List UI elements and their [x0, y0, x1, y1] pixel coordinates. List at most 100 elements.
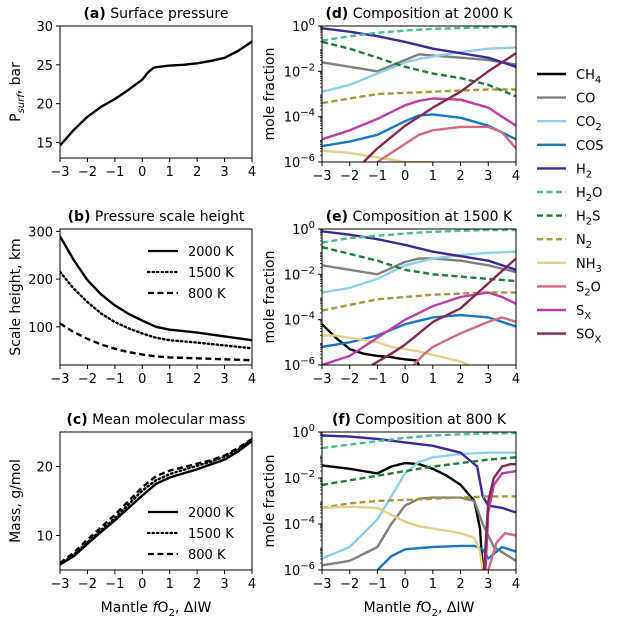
panel-title-text: Mean molecular mass: [88, 412, 246, 428]
panel-title: (b) Pressure scale height: [68, 209, 245, 225]
y-tick-label: 10−4: [284, 311, 315, 329]
panel-title-text: Composition at 800 K: [351, 412, 507, 428]
species-sub: 2: [586, 193, 592, 204]
y-tick-label: 10−6: [284, 561, 315, 579]
x-tick-label: 4: [512, 372, 520, 387]
series-group: [60, 437, 252, 566]
x-tick-label: 4: [248, 372, 256, 387]
series-line-e-sox: [371, 257, 516, 365]
y-tick-label: 20: [36, 461, 53, 476]
x-tick-label: −3: [50, 577, 69, 592]
y-tick-label: 10−6: [284, 356, 315, 374]
species-sub: X: [594, 335, 601, 346]
x-tick-label: −3: [50, 165, 69, 180]
series-line-e-s2o: [412, 316, 516, 365]
series-line-e-h2s: [322, 245, 516, 283]
x-tick-label: 1: [429, 372, 437, 387]
species-post: O: [591, 280, 601, 295]
series-line-f-h2s: [322, 456, 516, 487]
series-line-e-co2: [322, 250, 516, 294]
tick-exponent: −6: [300, 153, 315, 164]
species-legend-label: CO: [576, 92, 595, 107]
y-tick-label: 100: [28, 321, 53, 336]
x-tick-label: 3: [220, 165, 228, 180]
x-tick-label: 1: [166, 372, 174, 387]
x-tick-label: −2: [340, 577, 359, 592]
x-tick-label: 4: [512, 577, 520, 592]
xlabel-rest: , ΔIW: [175, 600, 212, 616]
species-legend-label: CH4: [576, 68, 601, 86]
panel-title: (d) Composition at 2000 K: [326, 6, 514, 22]
series-line-d-co: [322, 53, 516, 73]
series-group: [322, 26, 516, 162]
axes-frame: [321, 431, 517, 571]
series-line-d-sox: [362, 52, 516, 162]
x-tick-label: −2: [78, 165, 97, 180]
species-legend-label: NH3: [576, 257, 602, 275]
x-tick-label: 0: [401, 169, 409, 184]
series-line-d-s2o: [376, 125, 516, 162]
x-tick-label: 1: [166, 577, 174, 592]
x-tick-label: 3: [220, 577, 228, 592]
x-tick-label: 2: [193, 165, 201, 180]
y-axis-label: mole fraction: [262, 48, 278, 141]
panel-a: −3 −2 −1 0 1 2 3 4 15 20 25 30 (a) Surface pressure P…: [8, 6, 256, 180]
species-legend-label: SOX: [576, 328, 601, 346]
panel-f: −3 −2 −1 0 1 2 3 4 100 10−2 10−4 10−6 (f) Compositio…: [262, 412, 520, 619]
tick-exponent: −4: [300, 515, 315, 526]
species-legend-label: N2: [576, 233, 592, 251]
series-group: [60, 40, 252, 147]
series-group: [60, 235, 252, 362]
x-tick-label: −1: [105, 372, 124, 387]
tick-exponent: −2: [300, 265, 315, 276]
y-tick-label: 10−4: [284, 108, 315, 126]
y-tick-label: 25: [36, 59, 53, 74]
y-axis-label: mole fraction: [262, 455, 278, 548]
series-line-e-sx: [322, 291, 516, 365]
x-tick-label: 2: [456, 577, 464, 592]
x-tick-label: 3: [220, 372, 228, 387]
series-line-f-sox: [482, 463, 516, 570]
y-tick-label: 10−2: [284, 265, 315, 283]
y-tick-label: 10: [36, 530, 53, 545]
x-tick-label: 3: [484, 577, 492, 592]
tick-exponent: −2: [300, 469, 315, 480]
series-line-f-h2: [322, 434, 516, 514]
axes-frame: [59, 25, 253, 159]
series-line-e-h2: [322, 230, 516, 271]
y-tick-label: 10−6: [284, 153, 315, 171]
y-axis-label: Scale height, km: [8, 238, 24, 355]
y-tick-label: 200: [28, 273, 53, 288]
y-tick-label: 100: [292, 17, 315, 35]
series-line-d-n2: [322, 88, 516, 105]
species-legend-label: S2O: [576, 280, 601, 298]
axes-frame: [59, 228, 253, 366]
tick-exponent: −4: [300, 311, 315, 322]
xlabel-f: f: [416, 600, 423, 616]
xlabel-sub: 2: [432, 608, 438, 619]
tick-exponent: 0: [309, 423, 315, 434]
species-sub: 2: [586, 240, 592, 251]
panel-title: (e) Composition at 1500 K: [326, 209, 513, 225]
panel-title-tag: (b): [68, 209, 91, 225]
panel-e: −3 −2 −1 0 1 2 3 4 100 10−2 10−4 10−6 (e) Compositio…: [262, 209, 520, 387]
series-line-d-nh3: [322, 149, 433, 162]
series-line-f-cos: [376, 544, 516, 570]
tick-exponent: 0: [309, 17, 315, 28]
panel-title: (f) Composition at 800 K: [332, 412, 507, 428]
tick-exponent: −6: [300, 561, 315, 572]
x-tick-label: 4: [512, 169, 520, 184]
legend-label: 2000 K: [188, 506, 234, 521]
x-tick-label: −3: [50, 372, 69, 387]
series-line-c-800-k: [60, 437, 252, 565]
panel-title-tag: (a): [84, 6, 106, 22]
x-tick-label: −1: [105, 165, 124, 180]
x-tick-label: 1: [166, 165, 174, 180]
panel-title-tag: (f): [332, 412, 351, 428]
x-tick-label: 0: [138, 577, 146, 592]
series-line-b-2000-k: [60, 235, 252, 342]
axes-frame: [321, 25, 517, 163]
series-line-a-surface-pressure: [60, 40, 252, 147]
legend-label: 2000 K: [188, 245, 234, 260]
